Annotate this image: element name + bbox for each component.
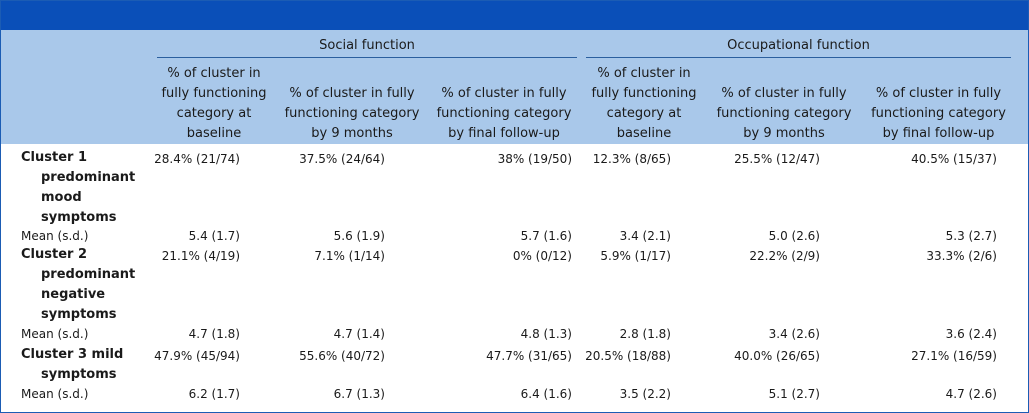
cluster-label-line: predominant [41, 170, 136, 185]
table-cell: 2.8 (1.8) [619, 327, 671, 341]
column-heading-line: % of cluster in fully [721, 86, 847, 101]
table-cell: 7.1% (1/14) [314, 249, 385, 263]
cluster-3-label: Cluster 3 mild symptoms [21, 345, 123, 385]
mean-label: Mean (s.d.) [21, 387, 89, 401]
column-heading-line: by final follow-up [882, 126, 995, 141]
cluster-label-line: Cluster 2 [21, 247, 88, 262]
column-heading-line: by 9 months [743, 126, 825, 141]
cluster-label-line: symptoms [41, 367, 117, 382]
table-cell: 4.7 (1.8) [188, 327, 240, 341]
column-heading-line: baseline [616, 126, 672, 141]
table-cell: 6.2 (1.7) [188, 387, 240, 401]
table-cell: 3.4 (2.1) [619, 229, 671, 243]
group-rule-occupational [586, 57, 1011, 58]
column-heading-line: baseline [186, 126, 242, 141]
table-cell: 22.2% (2/9) [749, 249, 820, 263]
cluster-label-line: mood [41, 190, 82, 205]
table-cell: 27.1% (16/59) [911, 349, 997, 363]
column-heading-line: fully functioning [591, 86, 697, 101]
table-cell: 20.5% (18/88) [585, 349, 671, 363]
cluster-label-line: symptoms [41, 307, 117, 322]
table-cell: 5.3 (2.7) [945, 229, 997, 243]
table-cell: 25.5% (12/47) [734, 152, 820, 166]
table-cell: 28.4% (21/74) [154, 152, 240, 166]
column-heading-line: functioning category [871, 106, 1006, 121]
column-heading-line: category at [606, 106, 682, 121]
table-top-bar [1, 1, 1028, 30]
column-heading-line: category at [176, 106, 252, 121]
table-cell: 5.1 (2.7) [768, 387, 820, 401]
table-cell: 47.7% (31/65) [486, 349, 572, 363]
table-cell: 5.6 (1.9) [333, 229, 385, 243]
group-heading-occupational: Occupational function [727, 38, 870, 53]
cluster-1-label: Cluster 1 predominant mood symptoms [21, 148, 135, 228]
column-heading: % of cluster in fully functioning catego… [429, 84, 579, 144]
table-cell: 5.4 (1.7) [188, 229, 240, 243]
column-heading: % of cluster in fully functioning catego… [861, 84, 1016, 144]
table-cell: 55.6% (40/72) [299, 349, 385, 363]
mean-label: Mean (s.d.) [21, 229, 89, 243]
table-cell: 6.4 (1.6) [520, 387, 572, 401]
table-header-band [1, 30, 1028, 144]
column-heading: % of cluster in fully functioning catego… [581, 64, 707, 144]
table-cell: 33.3% (2/6) [926, 249, 997, 263]
column-heading: % of cluster in fully functioning catego… [277, 84, 427, 144]
table-cell: 21.1% (4/19) [161, 249, 240, 263]
table-cell: 5.0 (2.6) [768, 229, 820, 243]
column-heading-line: functioning category [716, 106, 852, 121]
column-heading-line: % of cluster in fully [875, 86, 1002, 101]
table-cell: 4.7 (1.4) [333, 327, 385, 341]
cluster-label-line: Cluster 3 mild [21, 347, 124, 362]
table-cell: 4.7 (2.6) [945, 387, 997, 401]
table-cell: 3.6 (2.4) [945, 327, 997, 341]
column-heading: % of cluster in fully functioning catego… [707, 84, 861, 144]
table-cell: 5.7 (1.6) [520, 229, 572, 243]
table-cell: 0% (0/12) [512, 249, 572, 263]
cluster-label-line: Cluster 1 [21, 150, 88, 165]
group-rule-social [157, 57, 577, 58]
table-cell: 40.5% (15/37) [911, 152, 997, 166]
cluster-label-line: negative [41, 287, 106, 302]
column-heading-line: % of cluster in fully [441, 86, 567, 101]
column-heading-line: by final follow-up [448, 126, 560, 141]
table-cell: 3.5 (2.2) [619, 387, 671, 401]
column-heading-line: fully functioning [161, 86, 267, 101]
table-cell: 3.4 (2.6) [768, 327, 820, 341]
table-cell: 37.5% (24/64) [299, 152, 385, 166]
column-heading-line: functioning category [284, 106, 420, 121]
cluster-2-label: Cluster 2 predominant negative symptoms [21, 245, 135, 325]
column-heading-line: % of cluster in [167, 66, 261, 81]
table-cell: 6.7 (1.3) [333, 387, 385, 401]
table-cell: 12.3% (8/65) [592, 152, 671, 166]
group-heading-social: Social function [319, 38, 415, 53]
column-heading-line: by 9 months [311, 126, 393, 141]
table-cell: 38% (19/50) [497, 152, 572, 166]
table-cell: 47.9% (45/94) [154, 349, 240, 363]
table-cell: 4.8 (1.3) [520, 327, 572, 341]
table-cell: 40.0% (26/65) [734, 349, 820, 363]
column-heading: % of cluster in fully functioning catego… [151, 64, 277, 144]
cluster-label-line: symptoms [41, 210, 117, 225]
column-heading-line: functioning category [436, 106, 572, 121]
mean-label: Mean (s.d.) [21, 327, 89, 341]
table-cell: 5.9% (1/17) [600, 249, 671, 263]
column-heading-line: % of cluster in [597, 66, 691, 81]
column-heading-line: % of cluster in fully [289, 86, 415, 101]
cluster-label-line: predominant [41, 267, 136, 282]
